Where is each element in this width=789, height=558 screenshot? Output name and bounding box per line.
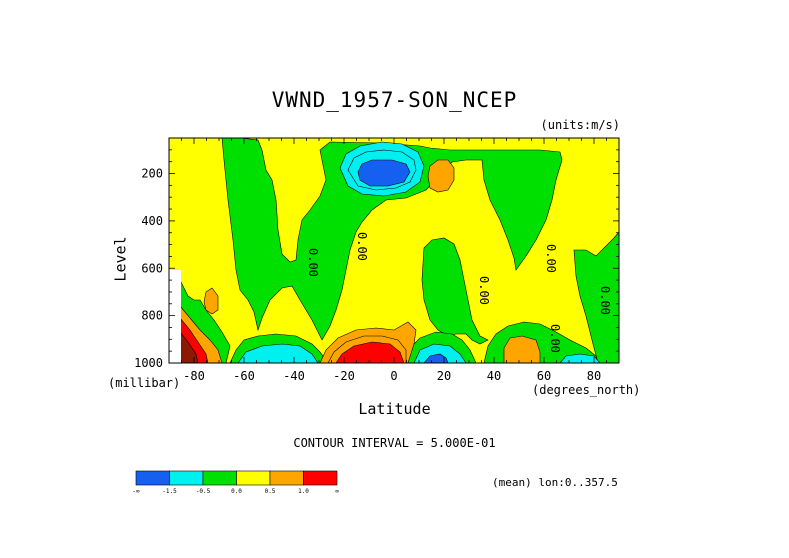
missing-data-region [169, 270, 181, 363]
x-tick-label: -80 [183, 369, 205, 383]
contour-label: 0.00 [355, 232, 369, 261]
cyan-region-surface-mid [413, 343, 467, 363]
green-region-left [169, 138, 563, 341]
y-tick-label: 200 [141, 167, 163, 181]
x-tick-label: 0 [390, 369, 397, 383]
contour-label: 0.00 [548, 324, 562, 353]
contour-label: 0.00 [477, 276, 491, 305]
x-axis-label: Latitude [358, 400, 431, 418]
cyan-region-surface-left [237, 343, 319, 363]
x-tick-label: 60 [537, 369, 551, 383]
colorbar: -∞ -1.5 -0.5 0.0 0.5 1.0 ∞ [132, 470, 339, 495]
orange-region-surface-right [503, 335, 541, 363]
green-region-right [573, 231, 619, 363]
colorbar-label: 0.0 [231, 488, 242, 495]
cyan-region-surface-right [559, 353, 601, 363]
x-tick-label: -40 [283, 369, 305, 383]
colorbar-label: 0.5 [265, 488, 276, 495]
orange-cell-upper [427, 159, 455, 193]
contour-field: 0.00 0.00 0.00 0.00 0.00 0.00 [169, 138, 619, 363]
mean-annotation: (mean) lon:0..357.5 [492, 476, 618, 489]
y-tick-label: 1000 [134, 356, 163, 370]
x-axis-units: (degrees_north) [532, 383, 641, 397]
red-region-surface [335, 341, 405, 363]
colorbar-swatch [303, 470, 338, 486]
colorbar-label: ∞ [335, 488, 339, 495]
x-tick-label: 40 [487, 369, 501, 383]
colorbar-label: 1.0 [298, 488, 309, 495]
blue-region-upper [357, 159, 411, 187]
contour-label: 0.00 [544, 244, 558, 273]
y-tick-label: 800 [141, 309, 163, 323]
axis-ticks: -80 -60 -40 -20 0 20 40 60 80 200 400 600 800 1000 [134, 138, 620, 383]
colorbar-label: -1.5 [162, 488, 177, 495]
x-tick-label: -60 [233, 369, 255, 383]
colorbar-swatch [135, 470, 170, 486]
green-region-mid [421, 237, 489, 345]
units-label: (units:m/s) [540, 118, 620, 132]
contour-label: 0.00 [598, 286, 612, 315]
x-tick-label: 20 [437, 369, 451, 383]
colorbar-swatch [202, 470, 237, 486]
blue-region-surface-mid [423, 353, 449, 363]
y-tick-label: 600 [141, 261, 163, 275]
x-tick-label: 80 [587, 369, 601, 383]
colorbar-label: -0.5 [196, 488, 211, 495]
x-tick-label: -20 [333, 369, 355, 383]
chart-title: VWND_1957-SON_NCEP [271, 88, 518, 112]
contour-label: 0.00 [306, 248, 320, 277]
colorbar-swatch [169, 470, 204, 486]
colorbar-swatch [236, 470, 271, 486]
colorbar-label: -∞ [132, 488, 140, 495]
orange-cell-polar [203, 287, 219, 315]
contour-interval-label: CONTOUR INTERVAL = 5.000E-01 [293, 436, 496, 450]
y-tick-label: 400 [141, 214, 163, 228]
colorbar-swatch [269, 470, 304, 486]
y-axis-units: (millibar) [108, 376, 181, 390]
